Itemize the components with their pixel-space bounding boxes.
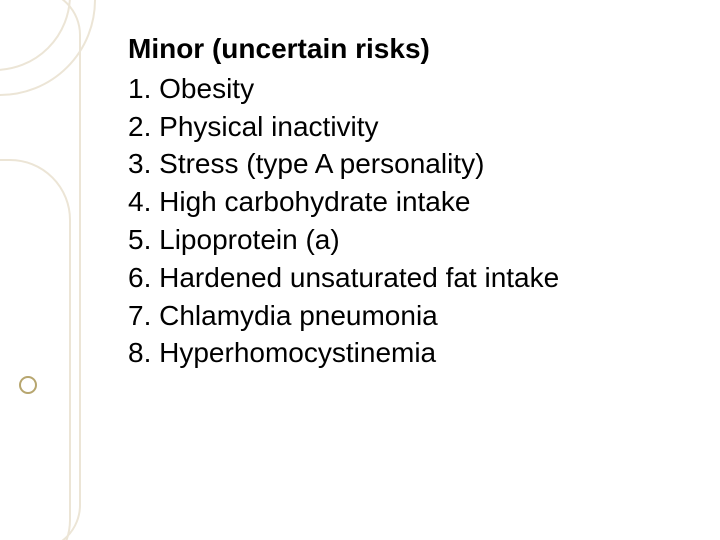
list-item: Chlamydia pneumonia	[128, 297, 688, 335]
list-item: Hardened unsaturated fat intake	[128, 259, 688, 297]
list-item: Lipoprotein (a)	[128, 221, 688, 259]
slide-content: Minor (uncertain risks) Obesity Physical…	[128, 30, 688, 372]
list-item: Physical inactivity	[128, 108, 688, 146]
list-item: High carbohydrate intake	[128, 183, 688, 221]
risk-list: Obesity Physical inactivity Stress (type…	[128, 70, 688, 372]
list-item: Obesity	[128, 70, 688, 108]
slide-heading: Minor (uncertain risks)	[128, 30, 688, 68]
list-item: Hyperhomocystinemia	[128, 334, 688, 372]
list-item: Stress (type A personality)	[128, 145, 688, 183]
